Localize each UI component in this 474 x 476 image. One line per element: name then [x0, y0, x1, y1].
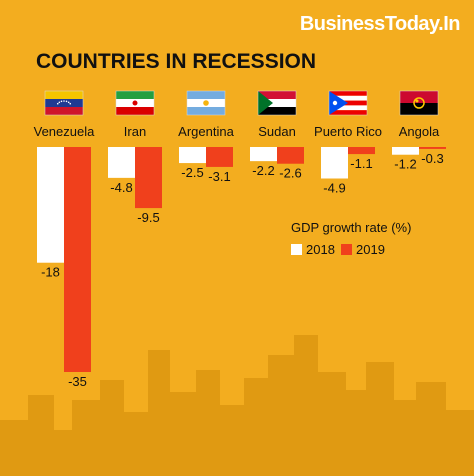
bar-2018-argentina	[179, 147, 206, 164]
bar-2018-puerto-rico	[321, 147, 348, 179]
country-label: Iran	[124, 124, 146, 139]
skyline-building	[168, 392, 198, 476]
skyline-building	[416, 382, 446, 476]
bar-2018-iran	[108, 147, 135, 178]
bar-2019-iran	[135, 147, 162, 209]
data-label: -1.2	[394, 157, 416, 172]
bar-2019-angola	[419, 147, 446, 149]
skyline-building	[268, 355, 296, 476]
skyline-building	[366, 362, 394, 476]
bar-2019-puerto-rico	[348, 147, 375, 155]
data-label: -4.9	[323, 181, 345, 196]
data-label: -1.1	[350, 156, 372, 171]
legend-label-2018: 2018	[306, 242, 335, 257]
puerto-rico-flag-icon	[328, 90, 368, 116]
legend-swatch-2019	[341, 244, 352, 255]
data-label: -2.2	[252, 163, 274, 178]
legend: GDP growth rate (%) 2018 2019	[291, 220, 411, 257]
data-label: -0.3	[421, 151, 443, 166]
data-label: -18	[41, 265, 60, 280]
brand-logo: BusinessToday.In	[299, 13, 461, 35]
legend-title: GDP growth rate (%)	[291, 220, 411, 235]
skyline-building	[122, 412, 150, 476]
bar-2018-angola	[392, 147, 419, 155]
data-label: -2.5	[181, 165, 203, 180]
argentina-flag-icon	[186, 90, 226, 116]
angola-flag-icon	[399, 90, 439, 116]
data-label: -4.8	[110, 180, 132, 195]
bar-2018-sudan	[250, 147, 277, 162]
skyline-building	[244, 378, 270, 476]
bar-2019-venezuela	[64, 147, 91, 372]
bar-2019-sudan	[277, 147, 304, 164]
skyline-building	[316, 372, 346, 476]
bar-2019-argentina	[206, 147, 233, 167]
legend-label-2019: 2019	[356, 242, 385, 257]
venezuela-flag-icon	[44, 90, 84, 116]
skyline-building	[218, 405, 246, 476]
iran-flag-icon	[115, 90, 155, 116]
skyline-building	[72, 400, 102, 476]
skyline-building	[148, 350, 170, 476]
country-label: Angola	[399, 124, 440, 139]
skyline-building	[0, 420, 30, 476]
data-label: -2.6	[279, 166, 301, 181]
skyline-building	[100, 380, 124, 476]
chart-title: COUNTRIES IN RECESSION	[36, 50, 317, 73]
country-label: Argentina	[178, 124, 234, 139]
sudan-flag-icon	[257, 90, 297, 116]
skyline-building	[344, 390, 368, 476]
bar-2018-venezuela	[37, 147, 64, 263]
legend-swatch-2018	[291, 244, 302, 255]
country-label: Puerto Rico	[314, 124, 382, 139]
data-label: -35	[68, 374, 87, 389]
data-label: -9.5	[137, 210, 159, 225]
country-label: Venezuela	[34, 124, 95, 139]
data-label: -3.1	[208, 169, 230, 184]
skyline-building	[196, 370, 220, 476]
skyline-building	[444, 410, 474, 476]
skyline-building	[294, 335, 318, 476]
skyline-building	[392, 400, 418, 476]
skyline-building	[28, 395, 54, 476]
skyline-building	[52, 430, 74, 476]
country-label: Sudan	[258, 124, 296, 139]
